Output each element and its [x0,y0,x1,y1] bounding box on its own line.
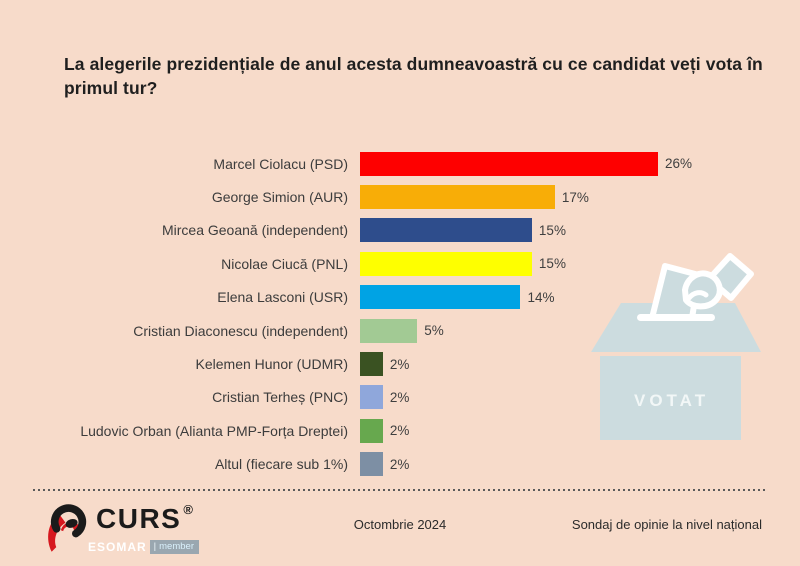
bar [360,151,658,176]
hand-icon [682,270,723,310]
candidate-label: Kelemen Hunor (UDMR) [195,356,348,373]
candidate-label: George Simion (AUR) [211,189,348,206]
chart-row: Altul (fiecare sub 1%) 2% [0,448,800,481]
chart-row: Cristian Terheș (PNC) 2% [0,381,800,414]
bar-value-label: 5% [424,323,444,339]
bar [360,251,532,276]
candidate-label: Elena Lasconi (USR) [217,289,348,306]
bar-value-label: 15% [538,222,566,238]
chart-row: Nicolae Ciucă (PNL) 15% [0,247,800,280]
bar-value-label: 2% [389,423,410,439]
bar-value-label: 2% [389,356,410,372]
chart-row: Cristian Diaconescu (independent) 5% [0,314,800,347]
chart-row: George Simion (AUR) 17% [0,180,800,213]
bar-chart: Marcel Ciolacu (PSD) 26% George Simion (AU… [0,147,800,481]
member-label: member [159,541,194,552]
votat-label: VOTAT [634,391,709,410]
bar [360,185,555,210]
bar [360,352,383,377]
ballot-box-body [600,356,741,440]
chart-row: Mircea Geoană (independent) 15% [0,214,800,247]
bar-value-label: 2% [389,389,410,405]
bar [360,218,532,243]
bar [360,418,383,443]
ballot-box-icon: VOTAT [591,253,761,440]
logo-black-ring [50,504,87,540]
candidate-label: Marcel Ciolacu (PSD) [213,155,348,172]
curs-logo: CURS ® [44,502,193,554]
bar [360,385,383,410]
bar-value-label: 26% [665,156,693,172]
logo-comet [65,518,78,528]
chart-row: Elena Lasconi (USR) 14% [0,281,800,314]
hand-thumb-line [686,290,709,301]
member-chip: | member [149,540,199,554]
bar [360,452,383,477]
chart-row: Kelemen Hunor (UDMR) 2% [0,347,800,380]
page-title: La alegerile prezidențiale de anul acest… [64,54,763,99]
pipe-divider: | [153,541,157,552]
candidate-label: Mircea Geoană (independent) [161,222,348,239]
ballot-slot [637,314,715,321]
dotted-divider [33,489,766,491]
bar-value-label: 17% [561,189,589,205]
bar-value-label: 15% [538,256,566,272]
bar-value-label: 14% [527,289,555,305]
survey-scope-note: Sondaj de opinie la nivel național [571,517,762,532]
curs-logo-emblem [48,504,87,552]
candidate-label: Nicolae Ciucă (PNL) [221,255,348,272]
bar-value-label: 2% [389,456,410,472]
registered-mark: ® [183,502,193,517]
chart-row: Ludovic Orban (Alianta PMP-Forța Dreptei… [0,414,800,447]
candidate-label: Ludovic Orban (Alianta PMP-Forța Dreptei… [80,422,348,439]
esomar-label: ESOMAR [88,540,147,554]
chart-row: Marcel Ciolacu (PSD) 26% [0,147,800,180]
esomar-member-badge: ESOMAR | member [88,540,199,554]
survey-date: Octombrie 2024 [353,517,447,532]
bar [360,285,521,310]
bar [360,318,418,343]
candidate-label: Altul (fiecare sub 1%) [214,456,348,473]
ballot-box-lid [591,303,761,352]
candidate-label: Cristian Diaconescu (independent) [133,322,348,339]
curs-wordmark: CURS [96,503,182,534]
candidate-label: Cristian Terheș (PNC) [212,389,348,406]
